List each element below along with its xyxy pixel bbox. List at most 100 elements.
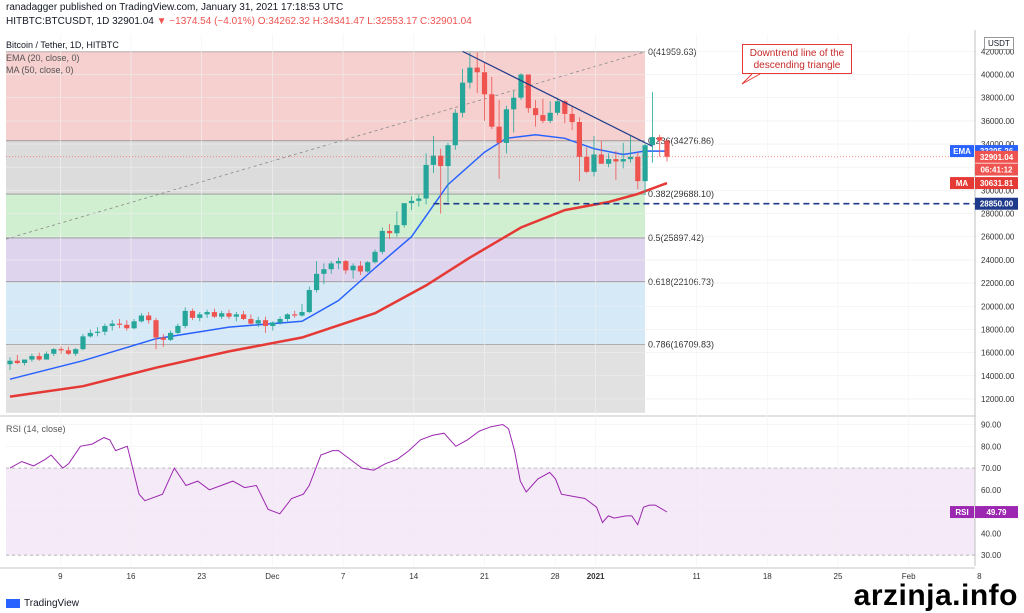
candle-body: [138, 315, 144, 322]
candle: [379, 227, 385, 255]
badge-box: [975, 177, 1018, 190]
time-tick-label: 7: [341, 572, 346, 581]
trendline-drawings[interactable]: [6, 50, 975, 205]
candle-body: [95, 331, 101, 333]
candle-body: [460, 82, 466, 113]
candle-body: [613, 159, 619, 162]
candle: [292, 310, 298, 318]
candle-body: [36, 356, 42, 360]
candle-body: [248, 319, 254, 324]
fib-level-label: 0.5(25897.42): [648, 233, 704, 243]
currency-label[interactable]: USDT: [984, 37, 1014, 50]
candle: [36, 352, 42, 361]
candle-body: [116, 323, 123, 325]
publisher-line: ranadagger published on TradingView.com,…: [6, 2, 343, 13]
candle: [569, 105, 575, 131]
candle-body: [657, 137, 663, 141]
ema-legend[interactable]: EMA (20, close, 0): [6, 53, 80, 63]
fib-level-label: 0.786(16709.83): [648, 339, 714, 349]
candle: [554, 97, 561, 116]
price-tick-label: 18000.00: [981, 325, 1015, 334]
fib-level-label: 0.236(34276.86): [648, 136, 714, 146]
candle: [197, 312, 203, 322]
candle: [335, 257, 342, 270]
ma-legend[interactable]: MA (50, close, 0): [6, 65, 74, 75]
candle: [445, 142, 451, 202]
badge-tag-text: MA: [956, 179, 969, 188]
candle: [29, 353, 35, 362]
time-tick-label: 8: [977, 572, 982, 581]
candle: [306, 286, 312, 314]
candle-body: [357, 265, 363, 272]
candle-body: [416, 198, 422, 201]
candle-body: [664, 140, 670, 157]
candle: [343, 259, 349, 274]
candle-body: [270, 322, 276, 326]
candle: [95, 327, 101, 337]
candle-body: [87, 332, 93, 337]
candle-body: [153, 320, 159, 338]
candle: [51, 347, 57, 357]
candle-body: [518, 74, 524, 98]
candle: [248, 314, 254, 325]
badge-tag-text: RSI: [955, 508, 968, 517]
candle-body: [299, 312, 305, 316]
badge-box: [975, 506, 1018, 519]
candle-body: [562, 101, 568, 114]
candle: [606, 153, 612, 168]
candle-body: [569, 113, 575, 123]
candle: [255, 316, 261, 328]
price-badge: 06:41:12: [975, 163, 1018, 176]
candle-body: [547, 112, 553, 121]
candle: [533, 100, 539, 127]
rsi-band: [6, 468, 975, 556]
candle: [365, 261, 371, 273]
rsi-line: [9, 423, 668, 526]
ohlc-values: O:34262.32 H:34341.47 L:32553.17 C:32901…: [257, 16, 472, 27]
badge-box: [975, 197, 1018, 210]
time-tick-label: 23: [197, 572, 206, 581]
candle-body: [109, 323, 115, 326]
rsi-tick-label: 60.00: [981, 486, 1002, 495]
candle: [175, 323, 181, 335]
fib-diagonal: [5, 51, 646, 240]
candle-body: [445, 145, 451, 167]
price-badges: EMA33395.2632901.0406:41:12MA30631.81288…: [950, 145, 1018, 519]
candle-body: [22, 359, 28, 364]
candle: [416, 195, 422, 207]
candle-body: [182, 310, 188, 326]
candle-body: [102, 325, 108, 332]
candle-body: [168, 332, 174, 340]
badge-value: 32901.04: [980, 153, 1014, 162]
candle: [43, 351, 50, 360]
price-tick-label: 26000.00: [981, 233, 1015, 242]
candle: [270, 321, 276, 331]
time-axis[interactable]: 9 16 23 Dec 7 14 21 28 2021 11 18 25 Feb 8: [0, 567, 982, 581]
candle: [109, 320, 115, 331]
candle-body: [335, 261, 342, 264]
candle-body: [394, 225, 400, 234]
time-tick-label: 14: [409, 572, 418, 581]
candle-body: [80, 336, 86, 350]
rsi-legend[interactable]: RSI (14, close): [6, 424, 66, 434]
price-axis[interactable]: 42000.00 40000.00 38000.00 36000.00 34000.00…: [974, 30, 1024, 566]
price-badge: MA 30631.81: [950, 177, 1018, 190]
candle-body: [423, 164, 429, 199]
candlestick-series: [7, 52, 670, 370]
candle-body: [496, 126, 502, 143]
price-badge: 28850.00: [975, 197, 1018, 210]
candle-body: [576, 122, 582, 157]
candle: [219, 310, 225, 319]
candle-body: [584, 156, 590, 172]
symbol-line: HITBTC:BTCUSDT, 1D 32901.04 ▼ −1374.54 (…: [6, 16, 472, 27]
candle: [635, 152, 641, 190]
candle: [401, 203, 407, 228]
candle-body: [189, 310, 196, 318]
price-tick-label: 40000.00: [981, 71, 1015, 80]
candle: [372, 249, 378, 264]
rsi-tick-label: 70.00: [981, 464, 1002, 473]
tradingview-logo[interactable]: TradingView: [6, 598, 79, 609]
candle-body: [540, 115, 546, 121]
candle-body: [131, 321, 137, 329]
